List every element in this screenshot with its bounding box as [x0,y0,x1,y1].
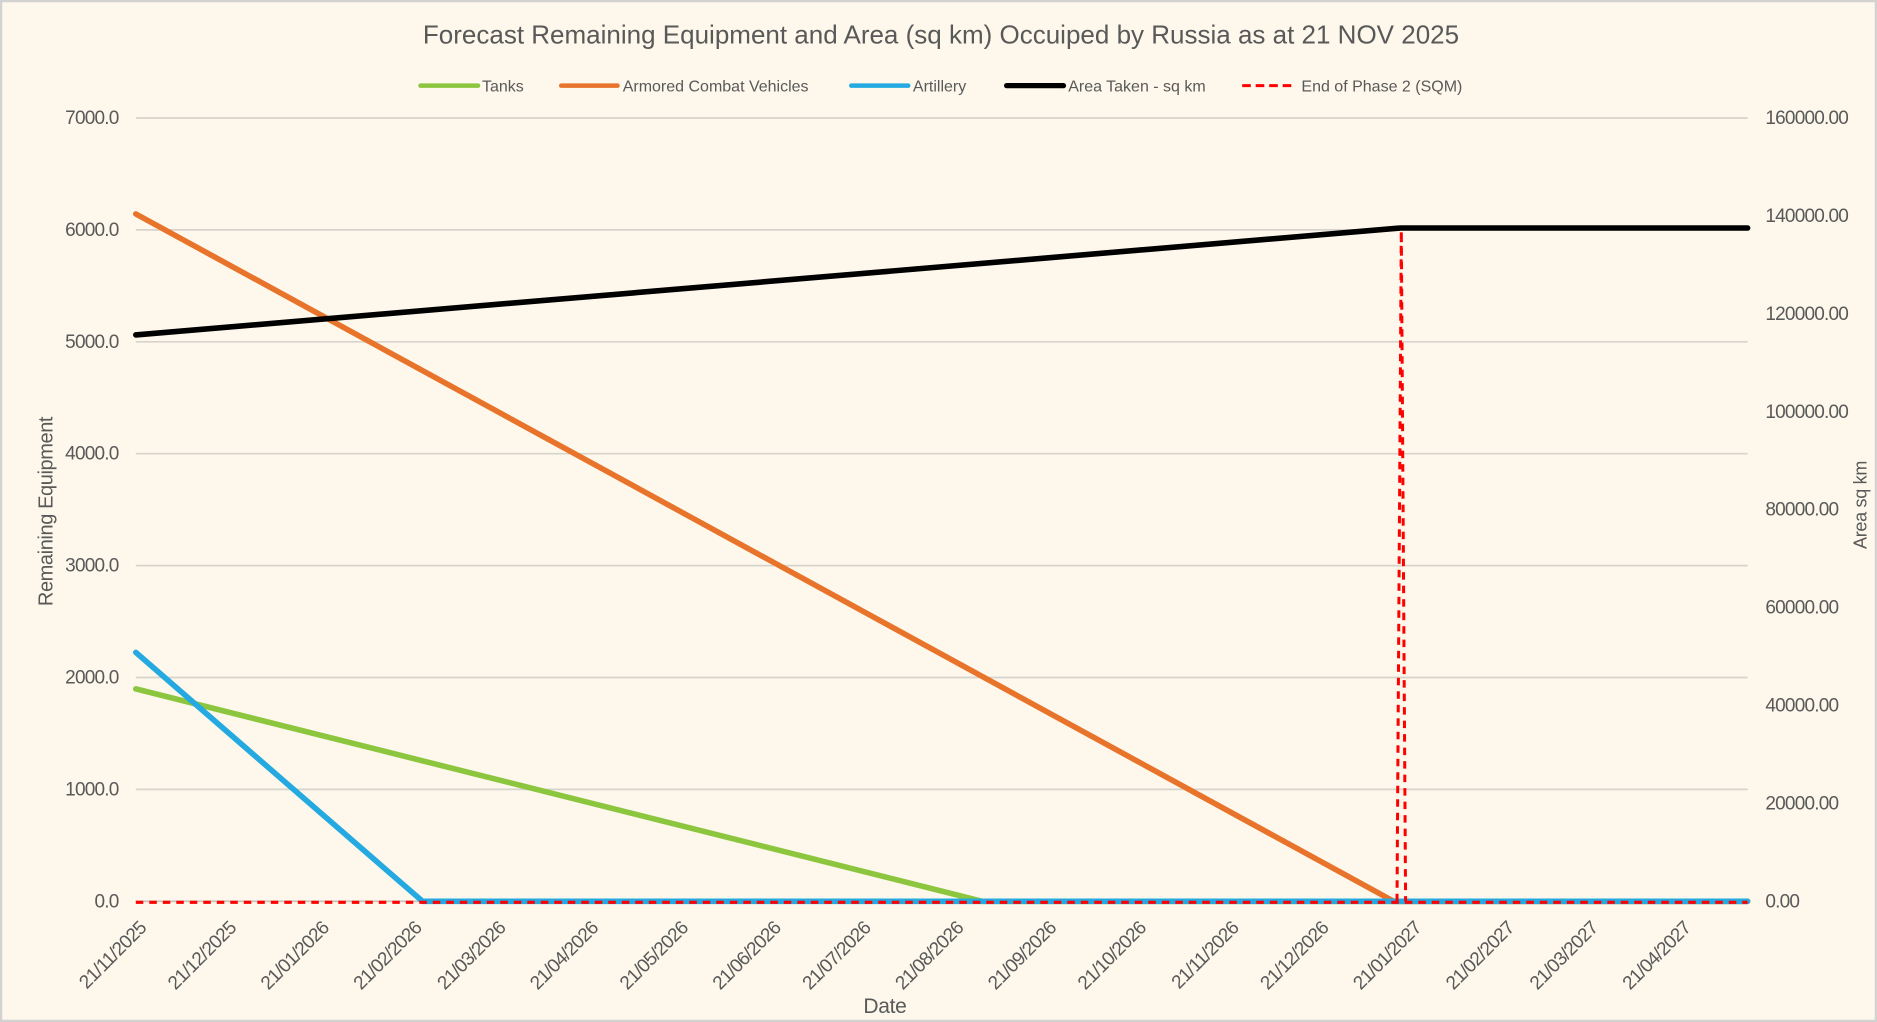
svg-text:Armored Combat Vehicles: Armored Combat Vehicles [623,78,809,95]
svg-text:Remaining Equipment: Remaining Equipment [35,416,57,606]
svg-text:0.00: 0.00 [1765,891,1799,912]
svg-text:4000.0: 4000.0 [65,444,119,465]
svg-text:140000.00: 140000.00 [1765,206,1848,227]
svg-text:Area Taken - sq km: Area Taken - sq km [1068,78,1206,95]
svg-text:7000.0: 7000.0 [65,108,119,129]
svg-text:40000.00: 40000.00 [1765,696,1838,717]
svg-text:1000.0: 1000.0 [65,779,119,800]
svg-text:120000.00: 120000.00 [1765,304,1848,325]
svg-text:Date: Date [863,995,906,1018]
svg-text:End of Phase 2 (SQM): End of Phase 2 (SQM) [1301,78,1462,95]
svg-text:100000.00: 100000.00 [1765,402,1848,423]
svg-text:Tanks: Tanks [482,78,524,95]
svg-text:5000.0: 5000.0 [65,332,119,353]
svg-text:6000.0: 6000.0 [65,220,119,241]
svg-text:20000.00: 20000.00 [1765,793,1838,814]
svg-text:80000.00: 80000.00 [1765,500,1838,521]
svg-text:Area sq km: Area sq km [1851,461,1871,549]
svg-text:2000.0: 2000.0 [65,668,119,689]
svg-text:0.0: 0.0 [94,891,118,912]
svg-text:60000.00: 60000.00 [1765,598,1838,619]
svg-text:160000.00: 160000.00 [1765,108,1848,129]
svg-text:Artillery: Artillery [913,78,966,95]
svg-text:3000.0: 3000.0 [65,556,119,577]
svg-text:Forecast Remaining Equipment a: Forecast Remaining Equipment and Area (s… [423,20,1459,50]
